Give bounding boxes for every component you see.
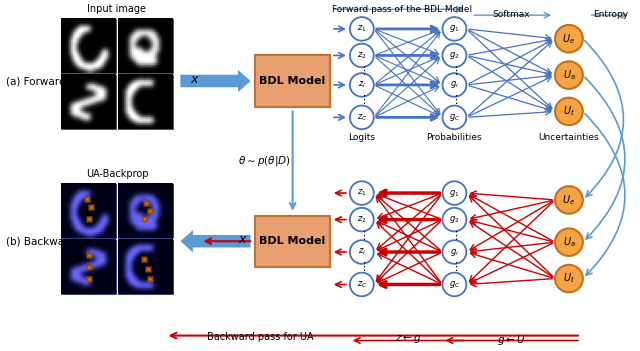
FancyBboxPatch shape [255, 216, 330, 267]
Text: Forward pass of the BDL Model: Forward pass of the BDL Model [332, 5, 472, 14]
Text: Uncertainties: Uncertainties [539, 133, 599, 142]
Circle shape [555, 265, 583, 292]
Text: $z_C$: $z_C$ [356, 112, 367, 122]
Text: $z_2$: $z_2$ [357, 214, 367, 225]
Circle shape [442, 106, 467, 129]
FancyBboxPatch shape [61, 184, 116, 238]
Text: Backward pass for UA: Backward pass for UA [207, 332, 314, 342]
Text: Entropy: Entropy [593, 10, 628, 19]
Text: $z_i$: $z_i$ [358, 80, 366, 90]
Text: $g \leftarrow U$: $g \leftarrow U$ [497, 333, 526, 347]
Circle shape [442, 73, 467, 97]
Circle shape [555, 186, 583, 214]
Text: BDL Model: BDL Model [259, 76, 326, 86]
Circle shape [442, 181, 467, 205]
Circle shape [555, 229, 583, 256]
FancyBboxPatch shape [255, 55, 330, 107]
Circle shape [350, 17, 374, 41]
Text: $U_a$: $U_a$ [563, 235, 575, 249]
Text: $x$: $x$ [189, 73, 200, 86]
Text: $U_t$: $U_t$ [563, 105, 575, 118]
Text: $g_C$: $g_C$ [449, 112, 460, 123]
Text: $g_1$: $g_1$ [449, 187, 460, 199]
Text: (a) Forward: (a) Forward [6, 76, 66, 86]
FancyBboxPatch shape [118, 19, 173, 73]
Text: $g_2$: $g_2$ [449, 214, 460, 225]
Text: $U_e$: $U_e$ [563, 32, 575, 46]
Text: $z_1$: $z_1$ [357, 24, 367, 34]
Circle shape [350, 273, 374, 296]
Circle shape [350, 44, 374, 67]
Text: $g_i$: $g_i$ [450, 79, 459, 91]
Text: $z \leftarrow g$: $z \leftarrow g$ [395, 333, 421, 345]
Circle shape [350, 208, 374, 231]
Text: $\vdots$: $\vdots$ [451, 93, 458, 106]
Text: Logits: Logits [348, 133, 375, 142]
Circle shape [442, 273, 467, 296]
FancyBboxPatch shape [118, 75, 173, 129]
Text: $\theta{\sim}p(\theta|D)$: $\theta{\sim}p(\theta|D)$ [239, 154, 291, 168]
Text: $z_2$: $z_2$ [357, 50, 367, 61]
Circle shape [442, 208, 467, 231]
FancyBboxPatch shape [61, 19, 116, 73]
Circle shape [350, 181, 374, 205]
Text: $g_1$: $g_1$ [449, 24, 460, 34]
Circle shape [350, 73, 374, 97]
Text: $x$: $x$ [239, 233, 248, 246]
FancyBboxPatch shape [118, 240, 173, 294]
Circle shape [350, 240, 374, 264]
Text: $z_C$: $z_C$ [356, 279, 367, 290]
Text: $\vdots$: $\vdots$ [358, 229, 366, 242]
Text: $g_2$: $g_2$ [449, 50, 460, 61]
Text: $U_t$: $U_t$ [563, 272, 575, 285]
Text: Softmax: Softmax [493, 10, 531, 19]
Circle shape [555, 25, 583, 53]
Text: $\vdots$: $\vdots$ [451, 229, 458, 242]
FancyBboxPatch shape [118, 184, 173, 238]
Text: $\vdots$: $\vdots$ [358, 93, 366, 106]
Circle shape [555, 98, 583, 125]
Text: $g_C$: $g_C$ [449, 279, 460, 290]
Text: BDL Model: BDL Model [259, 236, 326, 246]
Text: $\vdots$: $\vdots$ [358, 64, 366, 77]
Text: $z_1$: $z_1$ [357, 188, 367, 198]
Circle shape [442, 44, 467, 67]
Text: $z_i$: $z_i$ [358, 247, 366, 257]
Text: (b) Backward: (b) Backward [6, 236, 76, 246]
Text: $\vdots$: $\vdots$ [451, 64, 458, 77]
Text: $\vdots$: $\vdots$ [451, 260, 458, 273]
FancyBboxPatch shape [61, 75, 116, 129]
Text: Probabilities: Probabilities [427, 133, 482, 142]
Text: UA-Backprop: UA-Backprop [86, 169, 148, 179]
Circle shape [350, 106, 374, 129]
Text: Input image: Input image [88, 4, 147, 14]
Text: $g_i$: $g_i$ [450, 246, 459, 258]
Circle shape [555, 61, 583, 89]
FancyBboxPatch shape [61, 240, 116, 294]
Text: $\vdots$: $\vdots$ [358, 260, 366, 273]
Circle shape [442, 17, 467, 41]
Text: $U_e$: $U_e$ [563, 193, 575, 207]
Circle shape [442, 240, 467, 264]
Text: $U_a$: $U_a$ [563, 68, 575, 82]
